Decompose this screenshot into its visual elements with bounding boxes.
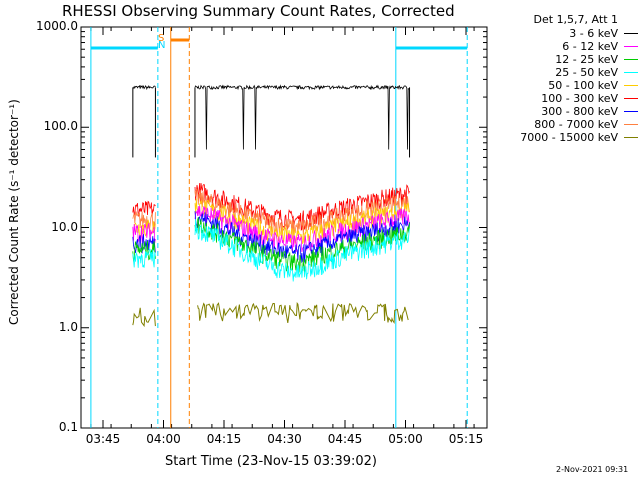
x-axis-label: Start Time (23-Nov-15 03:39:02) [165,454,377,469]
chart-title: RHESSI Observing Summary Count Rates, Co… [62,2,455,20]
series-line [194,84,410,150]
series-line [132,234,156,254]
series-line [132,307,156,328]
series-800-7000kev [132,188,410,237]
legend-entry: 25 - 50 keV [488,66,638,79]
x-tick-label: 04:45 [327,432,363,446]
legend-label: 12 - 25 keV [555,53,618,66]
legend: Det 1,5,7, Att 1 3 - 6 keV 6 - 12 keV 12 -… [488,13,638,144]
series-line [132,240,156,262]
legend-entry: 6 - 12 keV [488,40,638,53]
series-line [132,248,156,268]
series-line [132,200,156,217]
legend-swatch [624,111,638,112]
x-tick-label: 04:30 [267,432,302,446]
legend-entry: 50 - 100 keV [488,79,638,92]
legend-label: 6 - 12 keV [562,40,618,53]
series-line [197,301,409,324]
legend-swatch [624,59,638,60]
legend-swatch [624,85,638,86]
x-tick-label: 03:45 [85,432,121,446]
y-tick-label: 1000.0 [36,19,78,33]
legend-swatch [624,137,638,138]
series-line [132,222,156,243]
series-line [194,219,410,282]
legend-header: Det 1,5,7, Att 1 [533,13,618,26]
x-tick-label: 04:15 [206,432,242,446]
night-flag-label: N [158,40,166,51]
legend-swatch [624,33,638,34]
series-25-50kev [132,219,410,282]
legend-label: 800 - 7000 keV [534,118,618,131]
series-line [132,84,156,91]
series-line [194,198,410,244]
series-300-800kev [132,211,410,263]
legend-swatch [624,46,638,47]
legend-entry: 12 - 25 keV [488,53,638,66]
legend-swatch [624,98,638,99]
x-tick-label: 04:00 [146,432,181,446]
legend-label: 3 - 6 keV [569,27,618,40]
legend-label: 25 - 50 keV [555,66,618,79]
legend-entry: 3 - 6 keV [488,27,638,40]
legend-label: 50 - 100 keV [548,79,618,92]
y-tick-label: 10.0 [51,219,78,234]
series-3-6kev [132,84,410,150]
legend-entry: 800 - 7000 keV [488,118,638,131]
legend-swatch [624,72,638,73]
y-tick-label: 100.0 [43,119,78,134]
y-tick-label: 0.1 [58,420,78,434]
timestamp-footer: 2-Nov-2021 09:31 [556,465,629,474]
legend-entry: 300 - 800 keV [488,105,638,118]
legend-entry: 7000 - 15000 keV [488,131,638,144]
series-line [194,188,410,237]
series-line [194,211,410,263]
legend-label: 7000 - 15000 keV [520,131,618,144]
legend-label: 300 - 800 keV [541,105,618,118]
legend-entry: 100 - 300 keV [488,92,638,105]
y-tick-label: 1.0 [58,319,78,334]
x-tick-label: 05:15 [448,432,484,446]
series-7000-15000kev [132,301,409,328]
x-tick-label: 05:00 [388,432,423,446]
saa-flag-label: S [158,33,165,44]
legend-swatch [624,124,638,125]
series-line [132,211,156,231]
y-axis-label: Corrected Count Rate (s⁻¹ detector⁻¹) [7,99,21,325]
legend-label: 100 - 300 keV [541,92,618,105]
